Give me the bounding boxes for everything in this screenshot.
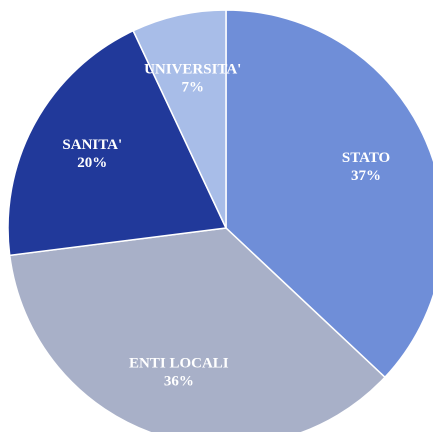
- pie-slice: [7, 29, 228, 257]
- slice-value: 37%: [351, 168, 381, 184]
- slice-label: SANITA': [62, 137, 122, 153]
- slice-value: 36%: [164, 374, 194, 390]
- slice-label: UNIVERSITA': [144, 62, 241, 78]
- slice-value: 20%: [77, 155, 107, 171]
- pie-slice: [8, 227, 386, 432]
- pie-slice: [225, 9, 433, 379]
- slice-label: STATO: [342, 150, 390, 166]
- pie-slice: [132, 9, 227, 229]
- slice-value: 7%: [181, 80, 204, 96]
- slice-label: ENTI LOCALI: [129, 356, 229, 372]
